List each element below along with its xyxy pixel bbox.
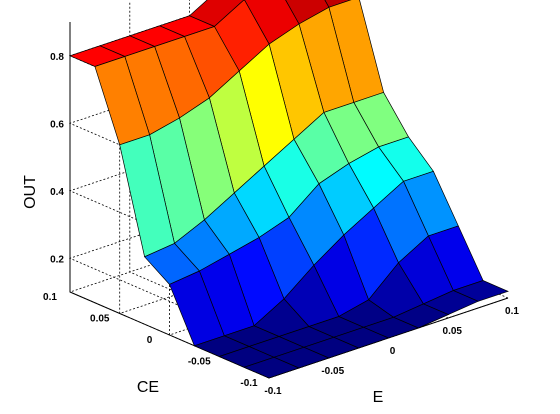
x-tick-label: -0.1 [264, 386, 282, 397]
surface-mesh [69, 0, 509, 379]
x-tick-label: 0.05 [443, 326, 463, 337]
z-tick-label: 0.8 [50, 52, 64, 63]
x-tick-label: -0.05 [321, 366, 344, 377]
z-axis-label: OUT [22, 175, 39, 209]
x-tick-label: 0 [390, 346, 396, 357]
y-tick-label: 0.1 [43, 292, 57, 303]
x-tick-label: 0.1 [505, 306, 519, 317]
y-tick-label: 0.05 [90, 314, 110, 325]
y-tick-label: -0.05 [188, 357, 211, 368]
surface-patch [243, 356, 300, 379]
y-axis-label: CE [137, 379, 159, 396]
tick-labels: -0.1 -0.05 0 0.05 0.1 -0.1 -0.05 0 0.05 0.1 0.2 0.4… [43, 52, 519, 397]
y-tick-label: -0.1 [240, 378, 258, 389]
z-tick-label: 0.4 [50, 187, 64, 198]
z-tick-label: 0.6 [50, 119, 64, 130]
x-axis-label: E [373, 389, 384, 406]
y-tick-label: 0 [147, 335, 153, 346]
z-tick-label: 0.2 [50, 254, 64, 265]
